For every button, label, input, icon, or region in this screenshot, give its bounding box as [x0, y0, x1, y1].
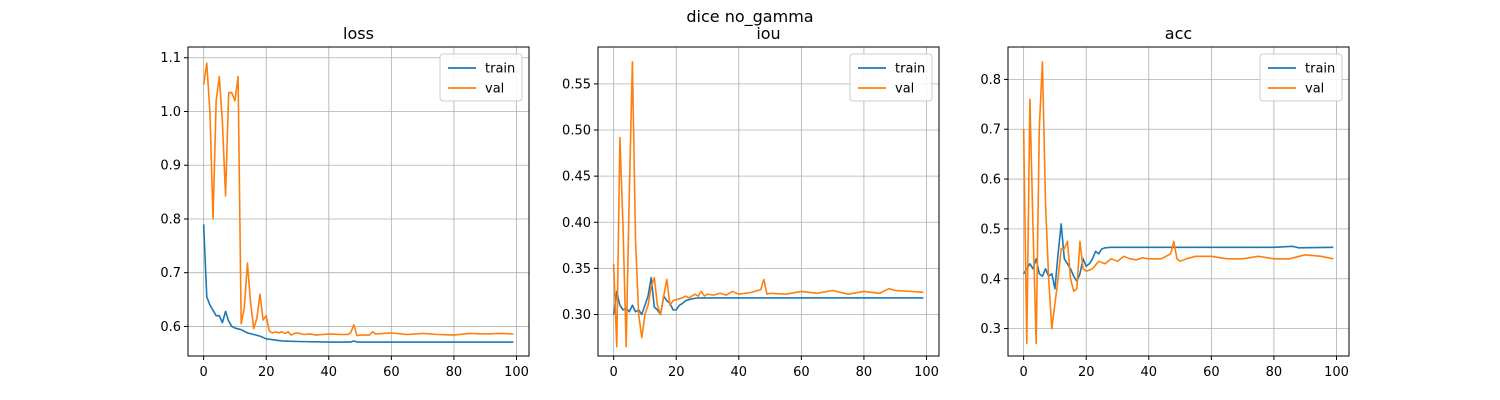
x-tick-label: 100 — [1324, 365, 1349, 380]
legend: train val — [849, 53, 933, 102]
chart-title: acc — [1165, 24, 1192, 43]
chart-panel-iou: 0 20 40 60 80 100 0.30 0.35 0.40 0.45 0.50 0.55 iou t… — [562, 24, 940, 380]
legend-box — [439, 53, 523, 102]
x-tick-label: 20 — [258, 365, 275, 380]
chart-panel-acc: 0 20 40 60 80 100 0.3 0.4 0.5 0.6 0.7 0.8 acc train va… — [980, 24, 1350, 380]
x-tick-label: 60 — [793, 365, 810, 380]
chart-panel-loss: 0 20 40 60 80 100 0.6 0.7 0.8 0.9 1.0 1.1 loss train v… — [160, 24, 530, 380]
y-tick-label: 0.30 — [562, 308, 591, 323]
chart-title: iou — [756, 24, 780, 43]
y-tick-label: 0.8 — [980, 73, 1001, 88]
series-line-train — [1022, 223, 1334, 290]
x-tick-label: 20 — [1078, 365, 1095, 380]
legend-label-val: val — [1305, 82, 1324, 97]
legend-label-train: train — [895, 62, 925, 77]
legend-label-val: val — [895, 82, 914, 97]
y-tick-label: 0.6 — [160, 320, 181, 335]
x-tick-label: 40 — [321, 365, 338, 380]
chart-title: loss — [343, 24, 374, 43]
series-line-val — [202, 62, 514, 337]
x-tick-label: 20 — [668, 365, 685, 380]
y-tick-label: 0.9 — [160, 159, 181, 174]
y-tick-label: 0.7 — [980, 123, 1001, 138]
y-tick-label: 0.40 — [562, 216, 591, 231]
x-tick-label: 40 — [731, 365, 748, 380]
legend-label-train: train — [1305, 62, 1335, 77]
x-tick-label: 60 — [1203, 365, 1220, 380]
axes-frame — [1007, 46, 1350, 357]
legend-label-val: val — [485, 82, 504, 97]
legend-label-train: train — [485, 62, 515, 77]
y-tick-label: 1.1 — [160, 51, 181, 66]
y-tick-label: 0.55 — [562, 77, 591, 92]
y-tick-label: 0.8 — [160, 212, 181, 227]
x-tick-label: 0 — [200, 365, 208, 380]
series-line-train — [612, 276, 924, 316]
legend: train val — [439, 53, 523, 102]
series-line-train — [202, 224, 514, 343]
legend: train val — [1259, 53, 1343, 102]
legend-box — [1259, 53, 1343, 102]
x-tick-label: 60 — [383, 365, 400, 380]
x-tick-label: 100 — [504, 365, 529, 380]
axes-frame — [187, 46, 530, 357]
series-line-val — [612, 60, 924, 348]
y-tick-label: 0.6 — [980, 173, 1001, 188]
x-tick-label: 100 — [914, 365, 939, 380]
x-tick-label: 0 — [1020, 365, 1028, 380]
x-tick-label: 40 — [1141, 365, 1158, 380]
y-tick-label: 0.35 — [562, 262, 591, 277]
y-tick-label: 1.0 — [160, 105, 181, 120]
y-tick-label: 0.45 — [562, 170, 591, 185]
figure-suptitle: dice no_gamma — [686, 7, 813, 27]
x-tick-label: 80 — [1266, 365, 1283, 380]
y-tick-label: 0.4 — [980, 272, 1001, 287]
y-tick-label: 0.3 — [980, 322, 1001, 337]
y-tick-label: 0.50 — [562, 124, 591, 139]
series-line-val — [1022, 61, 1334, 345]
y-tick-label: 0.5 — [980, 222, 1001, 237]
x-tick-label: 0 — [610, 365, 618, 380]
axes-frame — [597, 46, 940, 357]
x-tick-label: 80 — [856, 365, 873, 380]
x-tick-label: 80 — [446, 365, 463, 380]
y-tick-label: 0.7 — [160, 266, 181, 281]
legend-box — [849, 53, 933, 102]
